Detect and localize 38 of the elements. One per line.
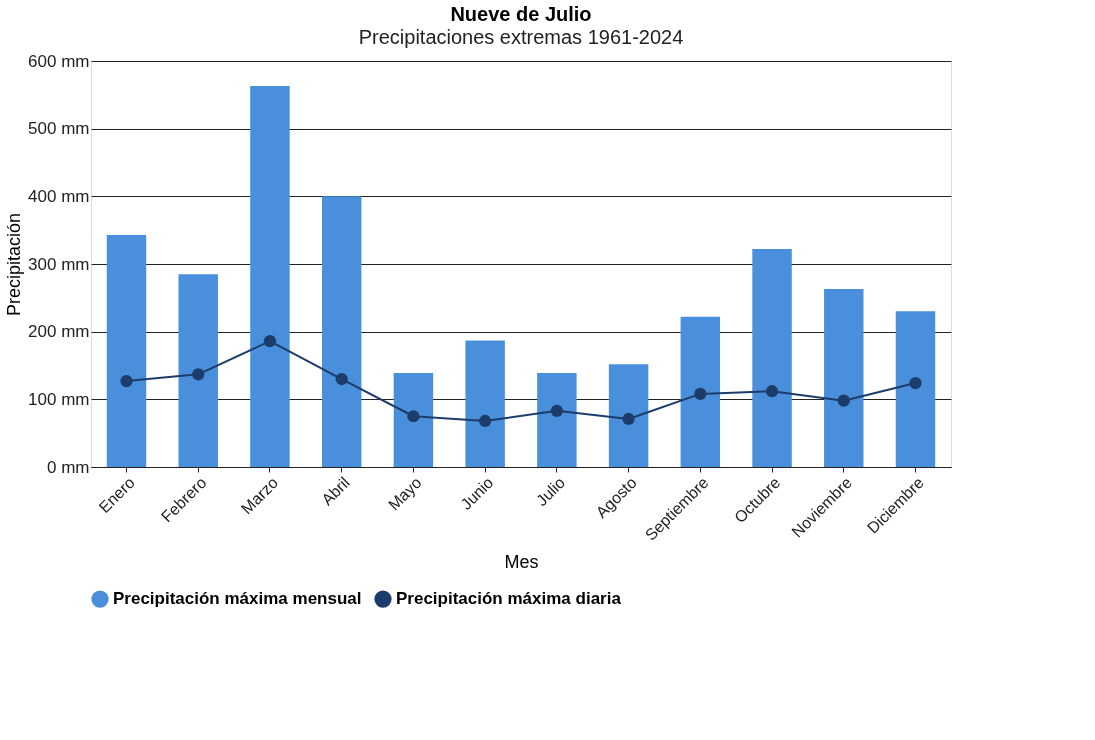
point (407, 410, 420, 423)
chart-title: Nueve de Julio (450, 3, 592, 25)
y-tick-label: 100 mm (28, 389, 90, 409)
bar (393, 372, 434, 467)
y-tick-label: 200 mm (28, 322, 90, 342)
bar (250, 86, 290, 467)
bar (537, 372, 577, 467)
point (550, 404, 563, 417)
point (263, 335, 277, 348)
chart-subtitle: Precipitaciones extremas 1961-2024 (358, 26, 684, 48)
point (192, 368, 205, 381)
y-tick-label: 400 mm (28, 186, 90, 206)
bar (752, 249, 792, 467)
point (909, 376, 922, 390)
y-tick-label: 0 mm (47, 457, 90, 477)
point (120, 374, 133, 388)
y-tick-label: 500 mm (28, 119, 90, 139)
bar (465, 340, 505, 467)
bar (824, 289, 864, 467)
bar (106, 234, 147, 467)
y-tick-label: 300 mm (28, 254, 90, 274)
point (837, 394, 850, 407)
x-tick-label: Julio (532, 473, 569, 510)
legend-label: Precipitación máxima mensual (113, 589, 362, 609)
point (622, 412, 635, 426)
bar (178, 274, 218, 467)
x-axis-title: Mes (504, 551, 539, 572)
y-axis-title: Precipitación (4, 212, 25, 317)
bar (321, 196, 362, 467)
point (479, 414, 492, 428)
bar (680, 316, 721, 467)
bar (895, 311, 936, 467)
point (765, 385, 779, 398)
point (335, 372, 348, 386)
point (694, 387, 707, 401)
bar (608, 364, 649, 467)
y-tick-label: 600 mm (28, 51, 90, 71)
legend-label: Precipitación máxima diaria (396, 589, 622, 609)
